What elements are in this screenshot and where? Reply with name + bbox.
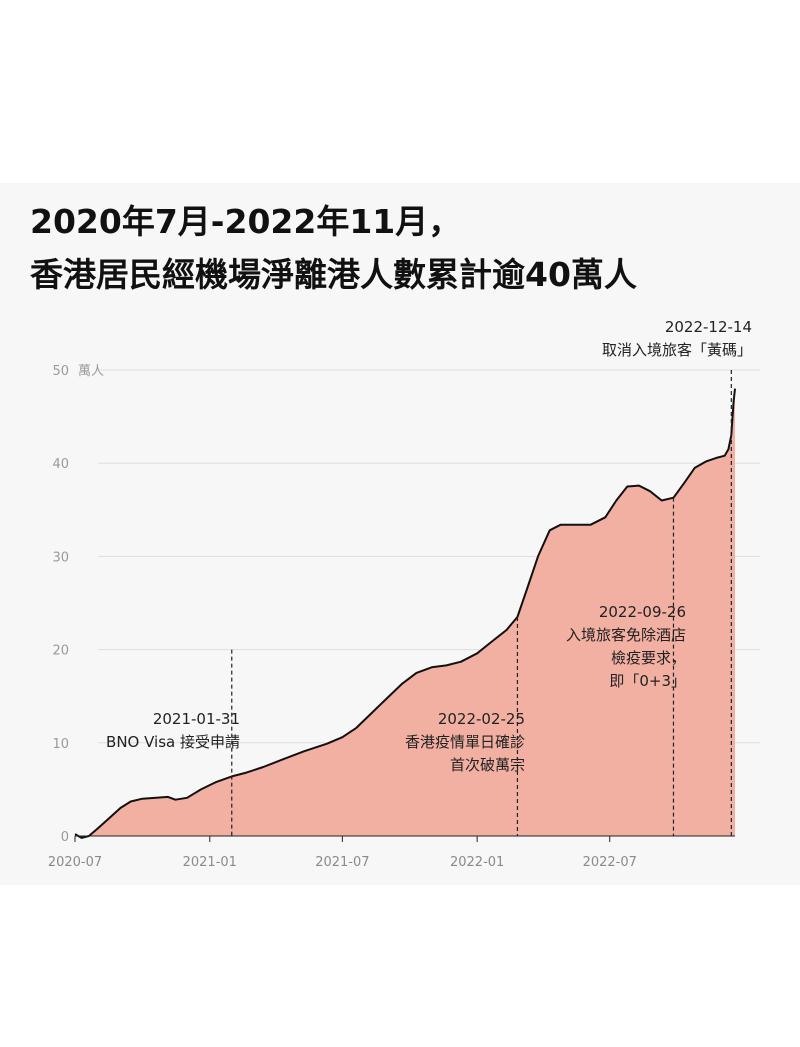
axes: 0 10 20 30 40 50 萬人 2020-07 2021-01 2021-07 2022-0… <box>48 364 735 870</box>
y-tick-label: 10 <box>52 737 69 752</box>
annotation-text: 檢疫要求， <box>611 649 686 667</box>
y-tick-label: 40 <box>52 457 69 472</box>
chart-title-line-2: 香港居民經機場淨離港人數累計逾40萬人 <box>30 255 637 294</box>
annotation-text: 即「0+3」 <box>609 672 686 690</box>
chart-title-line-1: 2020年7月-2022年11月， <box>30 202 462 241</box>
y-tick-label: 30 <box>52 550 69 565</box>
x-tick-label: 2021-07 <box>315 855 369 870</box>
annotation-text: 2022-09-26 <box>599 603 686 621</box>
annotation-text: 香港疫情單日確診 <box>405 733 525 751</box>
y-tick-label: 50 <box>52 364 69 379</box>
annotation-text: 取消入境旅客「黃碼」 <box>602 341 752 359</box>
annotation-text: 2022-02-25 <box>438 710 525 728</box>
annotation-text: BNO Visa 接受申請 <box>106 733 240 751</box>
annotation-text: 入境旅客免除酒店 <box>566 626 686 644</box>
x-tick-label: 2020-07 <box>48 855 102 870</box>
annotation-text: 2021-01-31 <box>153 710 240 728</box>
annotations: 2021-01-31 BNO Visa 接受申請 2022-02-25 香港疫情單日確… <box>106 318 752 836</box>
y-tick-label: 0 <box>61 830 69 845</box>
x-tick-label: 2022-01 <box>450 855 504 870</box>
area-fill <box>75 388 735 838</box>
x-tick-label: 2022-07 <box>583 855 637 870</box>
y-axis-unit-label: 萬人 <box>78 364 104 379</box>
annotation-text: 首次破萬宗 <box>450 756 525 774</box>
x-tick-label: 2021-01 <box>183 855 237 870</box>
y-tick-label: 20 <box>52 644 69 659</box>
annotation-text: 2022-12-14 <box>665 318 752 336</box>
